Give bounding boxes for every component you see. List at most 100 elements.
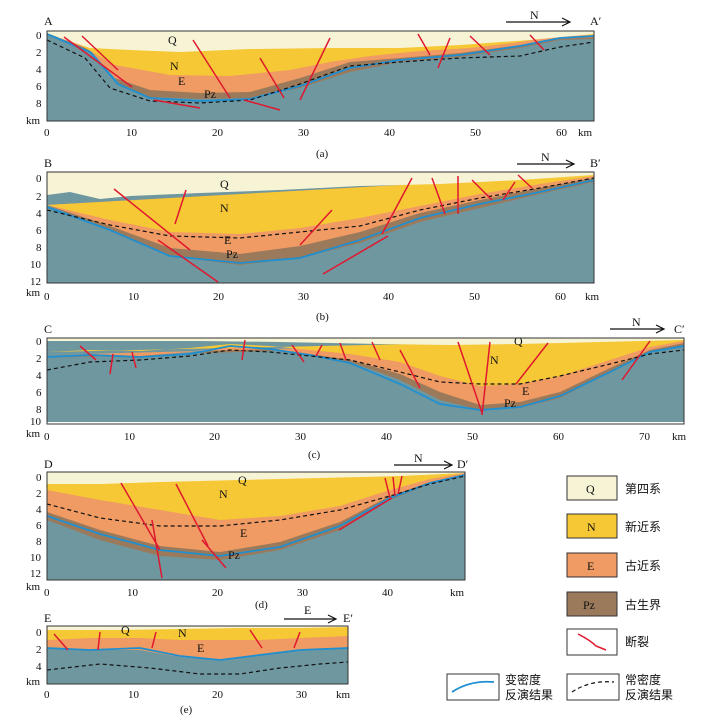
legend-swatch-e	[566, 552, 618, 578]
section-d-ytick: 8	[36, 536, 42, 548]
section-a-start-label: A	[44, 14, 53, 28]
section-e-label-e: E	[197, 641, 204, 655]
section-c-xtick: 20	[209, 431, 221, 443]
legend-label-variable-density-2: 反演结果	[505, 687, 553, 702]
section-d-caption: (d)	[255, 599, 268, 611]
section-c-frame	[46, 337, 685, 425]
section-d-xtick: 40	[382, 587, 394, 599]
section-b-north-label: N	[541, 150, 550, 164]
section-b-end-label: B′	[590, 156, 601, 170]
section-a-label-n: N	[170, 59, 179, 73]
legend-swatch-q	[566, 475, 618, 501]
section-d-xtick: 30	[297, 587, 309, 599]
section-d-q-layer	[47, 472, 465, 484]
section-c-faults	[79, 339, 651, 416]
legend-swatch-variable-density	[446, 673, 500, 701]
legend-symbol-e: E	[587, 559, 594, 573]
legend-label-fault: 断裂	[625, 634, 649, 649]
section-a-yunit: km	[26, 115, 41, 127]
legend-label-constant-density-1: 常密度	[625, 672, 661, 687]
section-c-xtick: 0	[44, 431, 50, 443]
section-b-faults	[113, 174, 533, 283]
section-a-faults	[63, 33, 545, 111]
legend-label-n: 新近系	[625, 519, 661, 534]
legend-variable-density-icon	[451, 680, 495, 693]
section-d-label-pz: Pz	[228, 548, 240, 562]
section-d-north-label: N	[414, 451, 423, 465]
section-a-ytick: 0	[36, 30, 42, 42]
section-d-end-label: D′	[457, 457, 469, 471]
section-c-variable-density-line	[46, 345, 685, 411]
section-c-ytick: 6	[36, 387, 42, 399]
section-a-q-layer	[47, 31, 594, 52]
section-e-constant-density-line	[46, 661, 349, 675]
section-d-ytick: 2	[36, 488, 42, 500]
section-e-direction-arrow	[284, 614, 338, 624]
section-c-ytick: 0	[36, 336, 42, 348]
section-d-ytick: 12	[30, 568, 41, 580]
legend-swatch-n	[566, 513, 618, 539]
section-d-north-arrow	[394, 460, 454, 470]
section-b: Q N E Pz B B′ N 0 2 4 6 8 10 12 km 0 10 …	[26, 150, 601, 323]
section-b-label-q: Q	[220, 177, 229, 191]
legend-fault-icon	[577, 633, 607, 651]
section-b-ytick: 10	[30, 259, 42, 271]
section-e: Q N E E E′ E 0 2 4 km 0 10 20 30 km (e)	[26, 603, 353, 716]
section-a-ytick: 4	[36, 64, 42, 76]
section-b-xtick: 0	[44, 291, 50, 303]
section-b-north-arrow	[517, 159, 576, 169]
section-c-start-label: C	[44, 322, 52, 336]
section-a-variable-density-line	[46, 33, 595, 102]
section-a-xtick: 40	[384, 127, 396, 139]
section-b-frame	[46, 171, 595, 284]
section-d-ytick: 6	[36, 520, 42, 532]
section-d-xtick: 10	[127, 587, 139, 599]
section-e-start-label: E	[44, 611, 51, 625]
legend-swatch-pz	[566, 591, 618, 617]
section-e-caption: (e)	[180, 704, 193, 716]
section-d-xtick: 0	[44, 587, 50, 599]
section-e-label-n: N	[178, 626, 187, 640]
section-d-n-layer	[47, 472, 465, 520]
section-a-label-e: E	[178, 74, 185, 88]
section-d-label-n: N	[219, 487, 228, 501]
section-e-faults	[53, 629, 301, 651]
section-c-yunit: km	[26, 428, 41, 440]
section-c-north-arrow	[610, 324, 666, 334]
section-e-xtick: 0	[44, 689, 50, 701]
legend-label-q: 第四系	[625, 482, 661, 496]
section-d-variable-density-line	[46, 474, 466, 557]
section-c-xtick: 70	[639, 431, 651, 443]
section-c-ytick: 2	[36, 353, 42, 365]
section-b-ytick: 2	[36, 191, 42, 203]
section-e-q-layer	[47, 626, 348, 630]
section-a-xtick: 50	[470, 127, 482, 139]
section-c-label-e: E	[522, 384, 529, 398]
section-d-frame	[46, 471, 466, 581]
legend-label-e: 古近系	[625, 558, 661, 573]
legend-label-pz: 古生界	[625, 597, 661, 612]
legend-constant-density-icon	[571, 681, 615, 693]
section-d-ytick: 4	[36, 504, 42, 516]
section-b-ytick: 12	[30, 276, 41, 288]
section-a-xtick: 30	[298, 127, 310, 139]
section-e-xunit: km	[336, 689, 351, 701]
section-a-constant-density-line	[46, 39, 595, 104]
section-b-label-e: E	[224, 233, 231, 247]
section-b-start-label: B	[44, 156, 52, 170]
section-a-north-label: N	[530, 8, 539, 22]
legend-symbol-pz: Pz	[583, 598, 595, 612]
section-b-xtick: 10	[128, 291, 140, 303]
section-e-end-label: E′	[343, 611, 353, 625]
section-a-label-pz: Pz	[204, 87, 216, 101]
section-a-xunit: km	[578, 127, 593, 139]
section-c-xtick: 50	[467, 431, 479, 443]
legend-symbol-q: Q	[586, 482, 595, 496]
section-d-ytick: 10	[30, 552, 42, 564]
section-b-yunit: km	[26, 287, 41, 299]
section-c-xtick: 10	[124, 431, 136, 443]
section-d-faults	[120, 475, 403, 579]
section-c: Q N E Pz C C′ N 0 2 4 6 8 10 km 0 10 20 …	[26, 315, 687, 461]
section-c-label-q: Q	[514, 334, 523, 348]
section-d-label-q: Q	[238, 473, 247, 487]
